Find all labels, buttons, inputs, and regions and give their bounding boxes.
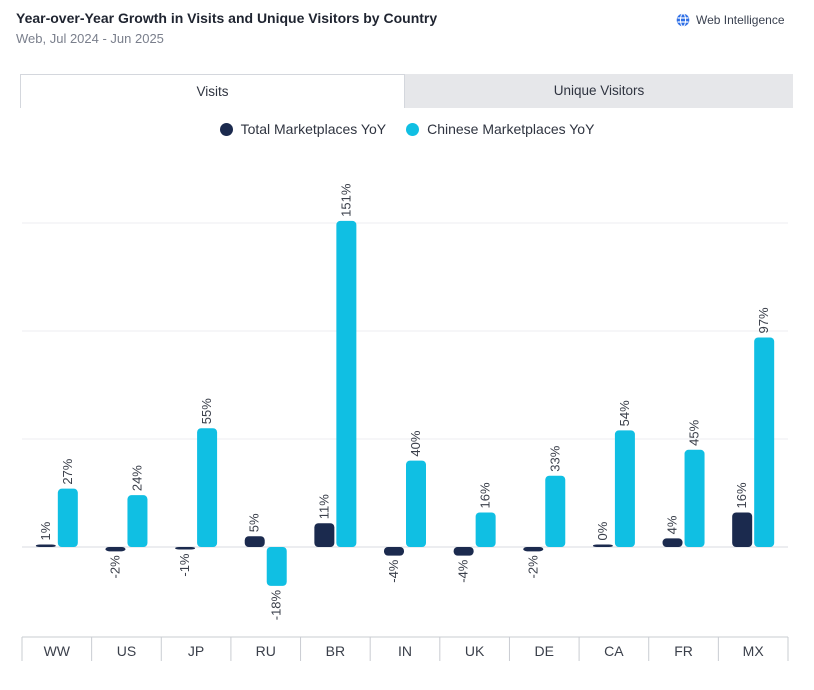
bar-chinese [127,495,148,547]
bar-total [105,547,126,552]
data-label: 1% [38,521,53,540]
bar-chinese [475,512,496,547]
x-tick-label: US [117,643,136,659]
data-label: 45% [687,419,702,445]
bar-chinese [266,547,287,586]
data-label: 16% [734,482,749,508]
data-label: 27% [60,458,75,484]
data-label: 4% [665,515,680,534]
data-label: -2% [525,555,540,579]
bar-total [384,547,404,556]
x-tick-label: RU [256,643,276,659]
bar-total [732,512,753,547]
bar-total [662,538,683,547]
bar-chinese [197,428,218,547]
x-tick-label: UK [465,643,485,659]
globe-icon [676,13,690,27]
data-label: 11% [316,494,331,519]
bar-chinese [545,475,566,547]
legend-swatch-total [219,122,233,136]
bar-total [314,523,335,547]
bar-total [592,544,613,547]
data-label: 40% [408,430,423,456]
data-label: 97% [756,307,771,333]
bar-chinese [57,488,78,547]
data-label: 5% [247,513,262,532]
bar-total [175,547,196,550]
x-tick-label: WW [44,643,71,659]
chart-title: Year-over-Year Growth in Visits and Uniq… [16,10,438,26]
x-tick-label: IN [398,643,412,659]
legend-item-chinese[interactable]: Chinese Marketplaces YoY [406,121,594,137]
bar-total [523,547,544,552]
data-label: 151% [338,183,353,217]
brand-name: Web Intelligence [696,13,785,27]
x-tick-label: DE [535,643,554,659]
data-label: -4% [386,559,401,583]
data-label: -1% [177,553,192,577]
x-tick-label: MX [743,643,765,659]
brand-logo: Web Intelligence [676,13,785,27]
bar-total [453,547,474,556]
data-label: -4% [456,559,471,583]
data-label: 24% [129,465,144,491]
data-label: 33% [547,445,562,471]
legend-swatch-chinese [406,122,420,136]
legend-label-chinese: Chinese Marketplaces YoY [427,121,595,137]
tab-unique-visitors[interactable]: Unique Visitors [405,74,793,108]
bar-chinese [614,430,635,547]
bar-chinese [754,337,775,547]
data-label: -18% [269,589,284,620]
data-label: -2% [107,555,122,579]
chart-legend: Total Marketplaces YoY Chinese Marketpla… [0,121,814,137]
x-tick-label: FR [674,643,693,659]
data-label: 16% [478,482,493,508]
x-tick-label: CA [604,643,624,659]
bar-total [35,544,56,547]
bar-total [244,536,265,547]
bar-chinese [406,460,426,547]
bar-chinese [684,449,705,547]
metric-tabs: Visits Unique Visitors [20,74,793,108]
data-label: 0% [595,521,610,540]
chart-subtitle: Web, Jul 2024 - Jun 2025 [16,31,164,46]
tab-visits[interactable]: Visits [20,74,405,108]
data-label: 54% [617,400,632,426]
bar-chinese [336,220,357,547]
x-tick-label: JP [188,643,204,659]
data-label: 55% [199,398,214,424]
legend-item-total[interactable]: Total Marketplaces YoY [219,121,387,137]
x-tick-label: BR [326,643,345,659]
legend-label-total: Total Marketplaces YoY [240,121,387,137]
